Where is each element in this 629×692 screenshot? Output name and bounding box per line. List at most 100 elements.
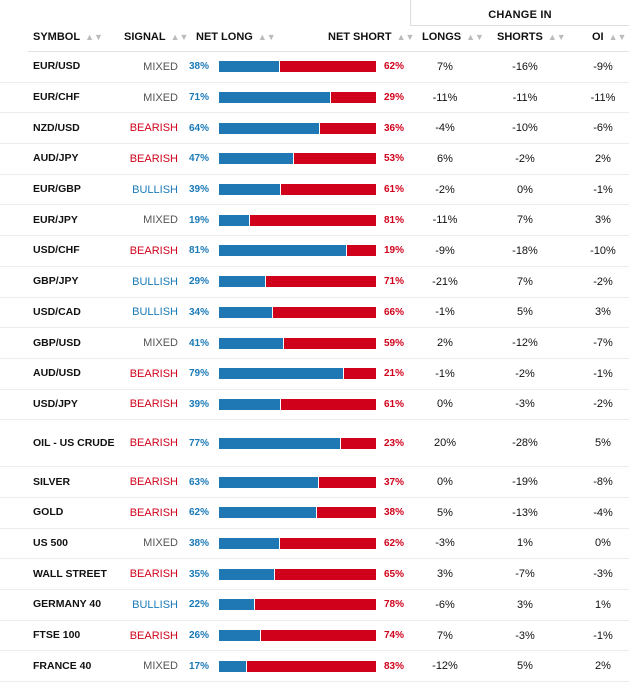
table-row[interactable]: USD/JPY BEARISH 39% 61% 0% -3% -2% <box>0 390 629 421</box>
oi-change-cell: -1% <box>593 629 613 642</box>
sort-icon[interactable]: ▲▼ <box>396 32 415 42</box>
symbol-cell[interactable]: GBP/JPY <box>33 275 79 288</box>
signal-cell: BEARISH <box>129 629 178 642</box>
table-row[interactable]: FRANCE 40 MIXED 17% 83% -12% 5% 2% <box>0 651 629 683</box>
column-header-signal[interactable]: SIGNAL ▲▼ <box>124 30 188 44</box>
symbol-cell[interactable]: EUR/GBP <box>33 183 81 196</box>
oi-change-cell: -10% <box>590 244 616 257</box>
sentiment-bar <box>219 476 376 488</box>
table-row[interactable]: US 500 MIXED 38% 62% -3% 1% 0% <box>0 529 629 560</box>
signal-cell: MIXED <box>143 660 178 673</box>
shorts-change-cell: 5% <box>517 660 533 673</box>
sentiment-bar <box>219 92 376 104</box>
net-long-fill <box>219 568 275 580</box>
longs-change-cell: -21% <box>432 275 458 288</box>
column-header-oi[interactable]: OI ▲▼ <box>592 30 626 44</box>
symbol-cell[interactable]: GBP/USD <box>33 336 81 349</box>
symbol-cell[interactable]: USD/CAD <box>33 305 81 318</box>
net-short-value: 71% <box>384 276 405 288</box>
net-long-value: 26% <box>188 630 209 642</box>
symbol-cell[interactable]: USD/CHF <box>33 244 80 257</box>
table-row[interactable]: EUR/JPY MIXED 19% 81% -11% 7% 3% <box>0 205 629 237</box>
longs-change-cell: -4% <box>435 122 455 135</box>
sort-icon[interactable]: ▲▼ <box>608 32 627 42</box>
net-long-fill <box>219 630 261 642</box>
sort-icon[interactable]: ▲▼ <box>85 32 103 42</box>
symbol-cell[interactable]: FTSE 100 <box>33 629 81 642</box>
symbol-cell[interactable]: WALL STREET <box>33 567 107 580</box>
net-long-value: 19% <box>188 214 209 226</box>
column-header-net-short[interactable]: NET SHORT ▲▼ <box>328 30 414 44</box>
net-long-value: 62% <box>188 507 209 519</box>
table-row[interactable]: GOLD BEARISH 62% 38% 5% -13% -4% <box>0 498 629 529</box>
oi-change-cell: 2% <box>595 660 611 673</box>
net-long-fill <box>219 537 280 549</box>
signal-cell: BEARISH <box>129 476 178 489</box>
table-row[interactable]: USD/CAD BULLISH 34% 66% -1% 5% 3% <box>0 298 629 329</box>
symbol-cell[interactable]: AUD/USD <box>33 367 81 380</box>
oi-change-cell: -1% <box>593 367 613 380</box>
net-short-value: 53% <box>384 153 405 165</box>
net-long-fill <box>219 337 285 349</box>
longs-change-cell: -1% <box>435 306 455 319</box>
symbol-cell[interactable]: GOLD <box>33 506 64 519</box>
longs-change-cell: -1% <box>435 367 455 380</box>
net-short-value: 38% <box>384 507 405 519</box>
signal-cell: BEARISH <box>129 367 178 380</box>
shorts-change-cell: -13% <box>512 506 538 519</box>
table-row[interactable]: SILVER BEARISH 63% 37% 0% -19% -8% <box>0 467 629 498</box>
sort-icon[interactable]: ▲▼ <box>257 32 276 42</box>
symbol-cell[interactable]: NZD/USD <box>33 121 80 134</box>
net-short-value: 61% <box>384 184 405 196</box>
net-long-fill <box>219 476 319 488</box>
table-row[interactable]: GBP/JPY BULLISH 29% 71% -21% 7% -2% <box>0 267 629 298</box>
symbol-cell[interactable]: FRANCE 40 <box>33 659 92 672</box>
table-row[interactable]: EUR/USD MIXED 38% 62% 7% -16% -9% <box>0 52 629 83</box>
shorts-change-cell: -16% <box>512 60 538 73</box>
signal-cell: BEARISH <box>129 506 178 519</box>
net-long-value: 81% <box>188 245 209 257</box>
column-header-label: NET LONG <box>196 31 253 43</box>
table-row[interactable]: AUD/JPY BEARISH 47% 53% 6% -2% 2% <box>0 144 629 175</box>
table-row[interactable]: WALL STREET BEARISH 35% 65% 3% -7% -3% <box>0 559 629 590</box>
net-long-value: 34% <box>188 306 209 318</box>
longs-change-cell: -2% <box>435 183 455 196</box>
symbol-cell[interactable]: US 500 <box>33 536 69 549</box>
symbol-cell[interactable]: EUR/JPY <box>33 213 78 226</box>
table-row[interactable]: AUD/USD BEARISH 79% 21% -1% -2% -1% <box>0 359 629 390</box>
signal-cell: MIXED <box>143 337 178 350</box>
column-header-label: SIGNAL <box>124 31 166 43</box>
symbol-cell[interactable]: SILVER <box>33 475 71 488</box>
sort-icon[interactable]: ▲▼ <box>466 32 484 42</box>
table-row[interactable]: OIL - US CRUDE BEARISH 77% 23% 20% -28% 5% <box>0 420 629 468</box>
symbol-cell[interactable]: GERMANY 40 <box>33 598 102 611</box>
column-header-label: OI <box>592 31 604 43</box>
column-header-shorts[interactable]: SHORTS ▲▼ <box>497 30 566 44</box>
sort-icon[interactable]: ▲▼ <box>170 32 189 42</box>
net-long-value: 35% <box>188 568 209 580</box>
table-row[interactable]: USD/CHF BEARISH 81% 19% -9% -18% -10% <box>0 236 629 267</box>
symbol-cell[interactable]: EUR/CHF <box>33 91 80 104</box>
table-row[interactable]: FTSE 100 BEARISH 26% 74% 7% -3% -1% <box>0 621 629 652</box>
table-row[interactable]: NZD/USD BEARISH 64% 36% -4% -10% -6% <box>0 113 629 145</box>
column-header-net-long[interactable]: NET LONG ▲▼ <box>196 30 276 44</box>
table-row[interactable]: EUR/GBP BULLISH 39% 61% -2% 0% -1% <box>0 175 629 206</box>
table-row[interactable]: GERMANY 40 BULLISH 22% 78% -6% 3% 1% <box>0 590 629 621</box>
oi-change-cell: 2% <box>595 152 611 165</box>
table-row[interactable]: GBP/USD MIXED 41% 59% 2% -12% -7% <box>0 328 629 359</box>
column-header-longs[interactable]: LONGS ▲▼ <box>422 30 484 44</box>
symbol-cell[interactable]: OIL - US CRUDE <box>33 436 115 449</box>
shorts-change-cell: -2% <box>515 152 535 165</box>
signal-cell: BEARISH <box>129 398 178 411</box>
column-header-label: LONGS <box>422 31 462 43</box>
symbol-cell[interactable]: USD/JPY <box>33 397 78 410</box>
column-header-symbol[interactable]: SYMBOL ▲▼ <box>33 30 103 44</box>
longs-change-cell: 6% <box>437 152 453 165</box>
net-long-fill <box>219 245 348 257</box>
symbol-cell[interactable]: AUD/JPY <box>33 152 79 165</box>
symbol-cell[interactable]: EUR/USD <box>33 60 81 73</box>
sort-icon[interactable]: ▲▼ <box>547 32 566 42</box>
net-short-value: 83% <box>384 660 405 672</box>
table-row[interactable]: EUR/CHF MIXED 71% 29% -11% -11% -11% <box>0 83 629 114</box>
table-body: EUR/USD MIXED 38% 62% 7% -16% -9% EUR/CHF MIXED 7… <box>0 52 629 683</box>
